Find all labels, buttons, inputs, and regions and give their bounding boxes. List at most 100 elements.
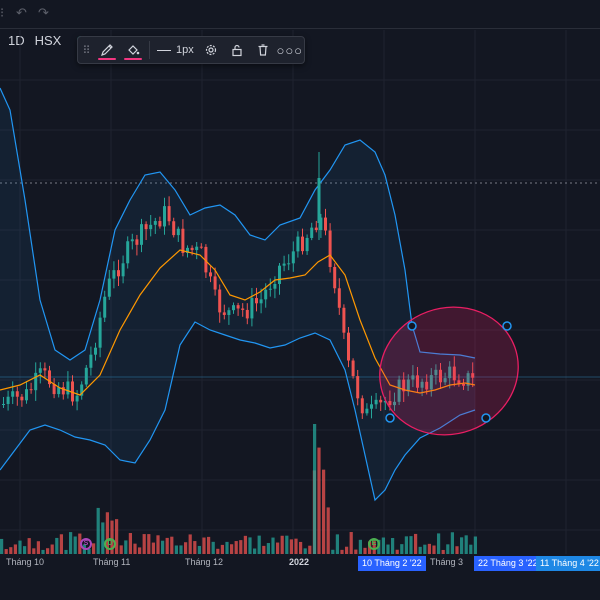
volume-bar [170, 536, 174, 554]
exchange-label[interactable]: HSX [34, 32, 62, 48]
drawing-toolbar: ⠿ 1px ○○○ [77, 36, 305, 64]
candle-body [29, 389, 33, 391]
candle-body [402, 379, 406, 392]
volume-bar [243, 535, 247, 554]
volume-bar [73, 536, 77, 554]
volume-bar [285, 535, 289, 554]
redo-icon[interactable]: ↷ [38, 6, 49, 21]
candle-body [15, 391, 19, 397]
volume-bar [276, 542, 280, 554]
volume-bar [418, 546, 422, 554]
candle-body [374, 399, 378, 405]
volume-bar [280, 535, 284, 554]
volume-bar [248, 537, 252, 554]
candle-body [291, 251, 295, 264]
trash-icon[interactable] [250, 36, 276, 64]
volume-bar [404, 536, 408, 554]
ellipse-handle[interactable] [385, 413, 395, 423]
candle-body [204, 246, 208, 273]
volume-bar [23, 546, 27, 554]
candle-body [163, 206, 166, 227]
candle-body [324, 217, 327, 231]
candle-body [314, 227, 318, 231]
ellipse-handle[interactable] [407, 321, 417, 331]
volume-bar [266, 543, 270, 554]
candle-body [176, 228, 180, 236]
candle-body [439, 369, 442, 383]
volume-bar [147, 534, 151, 554]
candle-body [342, 307, 346, 333]
candle-body [43, 368, 47, 371]
volume-bar [59, 534, 63, 554]
ellipse-handle[interactable] [481, 413, 491, 423]
candle-body [117, 270, 120, 277]
candle-body [2, 403, 5, 405]
candle-body [411, 375, 415, 380]
volume-bar [331, 549, 335, 554]
candle-body [425, 381, 429, 390]
candle-body [406, 379, 410, 392]
lock-icon[interactable] [224, 36, 250, 64]
candle-body [333, 266, 337, 289]
volume-bar [197, 545, 201, 554]
toolbar-separator [149, 41, 150, 59]
candle-body [38, 368, 42, 373]
candle-body [365, 408, 369, 414]
top-toolbar: ⁝ ↶ ↷ [0, 0, 600, 29]
volume-bar [335, 534, 339, 554]
volume-bar [423, 544, 427, 554]
candle-body [443, 378, 447, 383]
drag-handle-icon[interactable]: ⠿ [82, 44, 90, 57]
volume-bar [446, 544, 450, 554]
line-width[interactable]: 1px [153, 36, 198, 64]
fill-color-swatch [124, 58, 142, 60]
candle-body [172, 221, 176, 236]
candle-body [89, 354, 93, 368]
candle-body [25, 389, 28, 401]
volume-bar [225, 541, 229, 554]
volume-bar [184, 542, 188, 554]
candle-body [98, 317, 102, 348]
volume-bar [308, 545, 312, 554]
bollinger-band-fill [0, 88, 475, 500]
undo-icon[interactable]: ↶ [16, 6, 27, 21]
candle-body [149, 224, 153, 230]
volume-bar [165, 537, 169, 554]
more-icon[interactable]: ○○○ [276, 42, 304, 58]
settings-icon[interactable] [198, 36, 224, 64]
event-marker[interactable]: D [104, 538, 116, 550]
candle-body [457, 380, 461, 384]
candle-body [337, 288, 341, 308]
volume-bar [409, 536, 413, 554]
volume-bar [441, 549, 445, 554]
volume-bars [0, 424, 477, 554]
candle-body [264, 289, 268, 300]
bollinger-lower-band [0, 321, 476, 502]
event-marker[interactable]: S [80, 538, 92, 550]
volume-bar [188, 534, 192, 554]
candle-body [383, 401, 387, 403]
volume-bar [124, 540, 128, 554]
ellipse-drawing[interactable] [362, 288, 537, 454]
time-axis-label: Tháng 11 [93, 557, 131, 567]
ellipse-handle[interactable] [502, 321, 512, 331]
candle-body [107, 278, 111, 297]
brush-icon[interactable] [94, 36, 120, 64]
volume-bar [18, 540, 22, 554]
volume-bar [202, 537, 206, 554]
candle-body [144, 224, 148, 230]
event-marker[interactable]: E [368, 538, 380, 550]
volume-bar [313, 424, 317, 554]
candle-body [429, 375, 433, 390]
range-start-chip: 10 Tháng 2 '22 [358, 556, 426, 571]
candle-body [153, 221, 157, 225]
fill-color-icon[interactable] [120, 36, 146, 64]
candle-body [287, 263, 291, 265]
volume-bar [142, 534, 146, 554]
candle-body [388, 401, 392, 406]
bollinger-basis-line [0, 249, 476, 396]
volume-bar [299, 541, 303, 554]
volume-bar [395, 549, 399, 554]
time-axis[interactable]: Tháng 10 Tháng 11 Tháng 12 2022 10 Tháng… [0, 554, 600, 572]
